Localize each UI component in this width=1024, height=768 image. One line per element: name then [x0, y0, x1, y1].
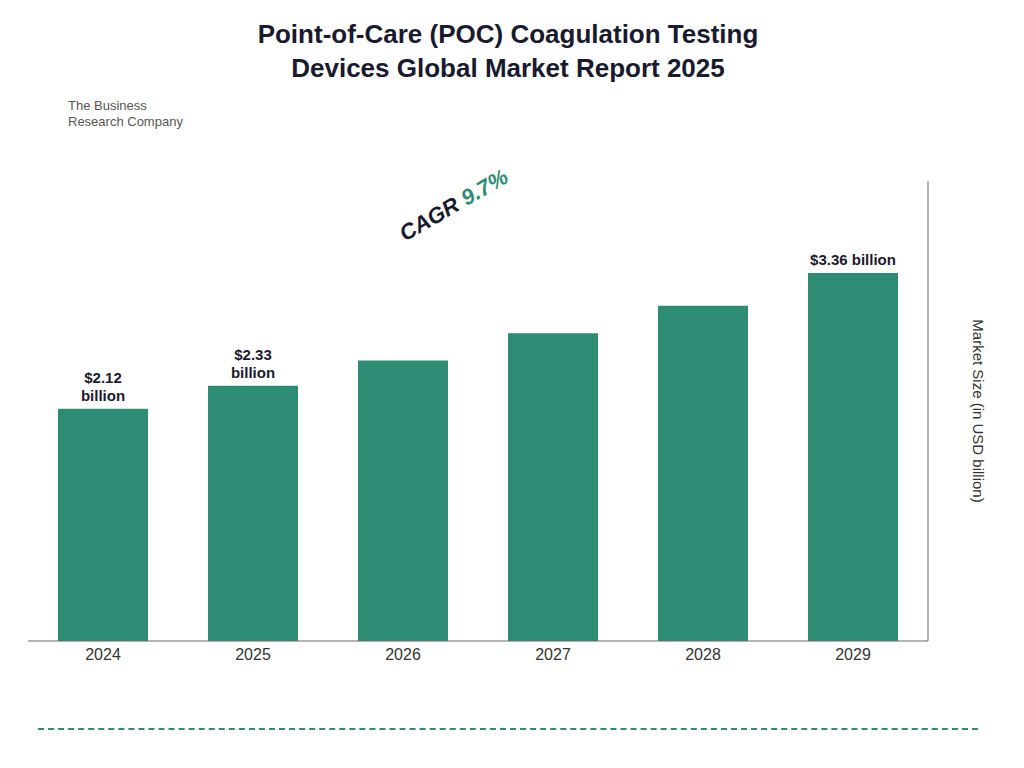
svg-text:$3.36 billion: $3.36 billion	[810, 251, 896, 268]
html-text:The Business Research Company: The Business Research Company	[68, 97, 183, 130]
svg-text:2026: 2026	[385, 647, 421, 664]
html-text:Point-of-Care (POC) Coagulatio: Point-of-Care (POC) Coagulation Testing …	[257, 19, 759, 83]
html-text:9.7%: 9.7%	[456, 164, 513, 212]
svg-text:$2.33billion: $2.33billion	[231, 346, 275, 381]
svg-text:2027: 2027	[535, 647, 571, 664]
svg-text:Market Size (in USD billion): Market Size (in USD billion)	[970, 320, 987, 503]
svg-text:2029: 2029	[835, 647, 871, 664]
svg-text:2025: 2025	[235, 647, 271, 664]
svg-text:2028: 2028	[685, 647, 721, 664]
svg-text:$2.12billion: $2.12billion	[81, 369, 125, 404]
svg-text:2024: 2024	[85, 647, 121, 664]
html-text:CAGR: CAGR	[395, 189, 469, 247]
